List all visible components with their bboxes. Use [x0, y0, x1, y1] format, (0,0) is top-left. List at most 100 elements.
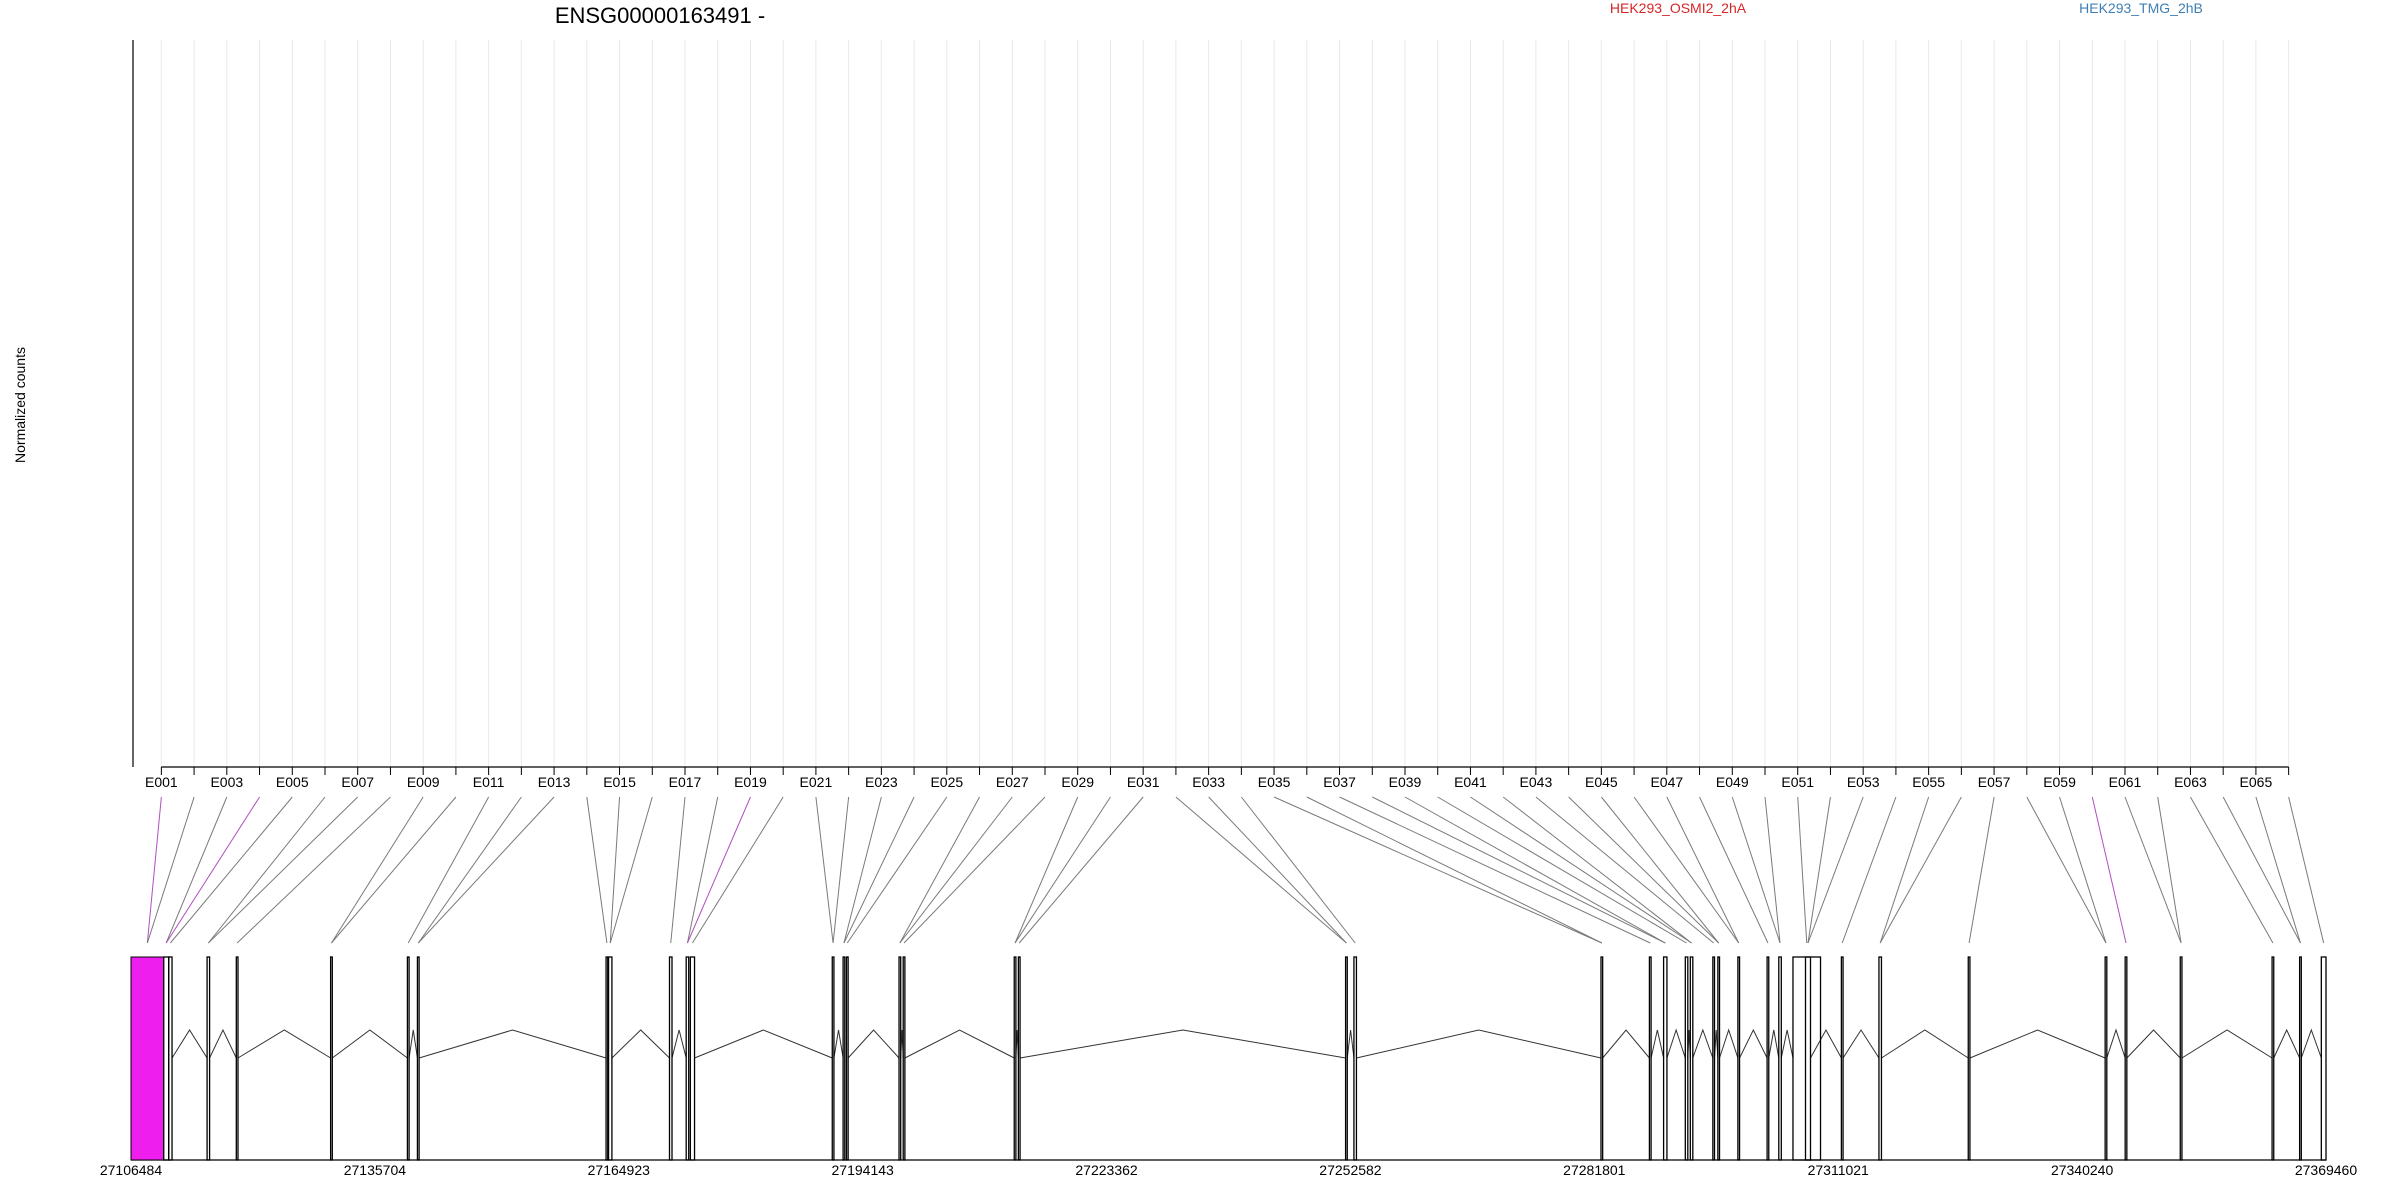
x-tick-label: E025: [930, 774, 963, 790]
exon-connector: [207, 796, 326, 944]
exon-box: [2104, 956, 2108, 1161]
exon-box: [2271, 956, 2275, 1161]
x-tick-label: E021: [800, 774, 833, 790]
x-tick-label: E043: [1520, 774, 1553, 790]
exon-connector: [1807, 796, 1864, 944]
exon-connector: [236, 796, 391, 944]
exon-connector: [1764, 796, 1781, 944]
intron-line: [2273, 1028, 2301, 1059]
x-tick-label: E039: [1389, 774, 1422, 790]
exon-connector: [1437, 796, 1687, 944]
exon-connector: [1014, 796, 1079, 944]
exon-connector: [165, 796, 260, 944]
exon-connector: [1240, 796, 1356, 944]
intron-line: [408, 1029, 418, 1059]
intron-line: [1650, 1029, 1665, 1059]
exon-box: [1662, 956, 1668, 1161]
intron-line: [1019, 1029, 1346, 1059]
exon-box: [2124, 956, 2128, 1161]
exon-connector: [2288, 796, 2325, 944]
intron-line: [1666, 1028, 1686, 1059]
exon-connector: [1339, 796, 1651, 944]
x-tick-label: E061: [2109, 774, 2142, 790]
exon-box: [163, 956, 170, 1161]
exon-connector: [331, 796, 457, 944]
exon-connector: [2091, 796, 2127, 944]
exon-connector: [1372, 796, 1666, 944]
exon-connector: [686, 796, 751, 944]
exon-connector: [1600, 796, 1720, 944]
exon-box: [416, 956, 420, 1161]
exon-connector: [609, 796, 621, 944]
x-tick-label: E053: [1847, 774, 1880, 790]
x-tick-label: E045: [1585, 774, 1618, 790]
intron-line: [1346, 1029, 1355, 1059]
intron-line: [1692, 1028, 1714, 1059]
exon-connector: [1502, 796, 1692, 944]
exon-box: [168, 956, 173, 1161]
x-tick-label: E037: [1323, 774, 1356, 790]
exon-connector: [586, 796, 608, 944]
exon-connectors: [146, 796, 2325, 944]
exon-connector: [903, 796, 1046, 944]
x-tick-label: E063: [2174, 774, 2207, 790]
x-tick-label: E065: [2240, 774, 2273, 790]
intron-line: [847, 1029, 900, 1059]
x-tick-label: E035: [1258, 774, 1291, 790]
exon-connector: [331, 796, 424, 944]
exon-box: [1778, 956, 1782, 1161]
coordinate-label: 27106484: [100, 1162, 163, 1178]
x-tick-label: E047: [1650, 774, 1683, 790]
intron-line: [2181, 1029, 2273, 1059]
x-tick-label: E049: [1716, 774, 1749, 790]
exon-box: [1353, 956, 1358, 1161]
intron-line: [1356, 1029, 1602, 1059]
exon-connector: [169, 796, 293, 944]
exon-connector: [2222, 796, 2301, 944]
exon-box: [1967, 956, 1971, 1161]
intron-line: [331, 1029, 408, 1059]
x-tick-label: E015: [603, 774, 636, 790]
coordinate-label: 27164923: [588, 1162, 651, 1178]
intron-line: [1768, 1029, 1780, 1059]
intron-line: [671, 1029, 687, 1059]
exon-connector: [2124, 796, 2182, 944]
exon-box: [1737, 956, 1741, 1161]
legend-entry-osmi2: HEK293_OSMI2_2hA: [1610, 0, 1747, 16]
intron-line: [904, 1029, 1015, 1059]
exon-connector: [670, 796, 686, 944]
x-tick-label: E017: [669, 774, 702, 790]
y-axis: 0.111.52345678910: [132, 40, 134, 767]
exon-box: [689, 956, 696, 1161]
exon-connector: [843, 796, 882, 944]
exon-box: [685, 956, 690, 1161]
exon-box: [1600, 956, 1604, 1161]
coordinate-label: 27252582: [1319, 1162, 1382, 1178]
intron-line: [171, 1029, 208, 1059]
exon-connector: [1633, 796, 1740, 944]
x-tick-label: E013: [538, 774, 571, 790]
coordinate-label: 27194143: [832, 1162, 895, 1178]
intron-line: [1810, 1028, 1842, 1059]
exon-connector: [1568, 796, 1720, 944]
intron-line: [1602, 1029, 1650, 1059]
exon-connector: [815, 796, 834, 944]
exon-box: [1344, 956, 1348, 1161]
x-tick-label: E041: [1454, 774, 1487, 790]
exon-connector: [165, 796, 228, 944]
chart-title: ENSG00000163491 -: [555, 3, 765, 28]
exon-connector: [1306, 796, 1603, 944]
exon-box: [130, 956, 165, 1161]
exon-connector: [1018, 796, 1144, 944]
exon-axis: E001 E003 E005 E007 E009 E011 E013 E015 E017 E019…: [145, 766, 2290, 790]
intron-line: [1739, 1028, 1768, 1059]
intron-line: [694, 1029, 833, 1059]
exon-box: [1792, 956, 1822, 1161]
exon-connector: [207, 796, 359, 944]
exon-connector: [146, 796, 162, 944]
exon-connector: [692, 796, 784, 944]
exon-connector: [1470, 796, 1692, 944]
exon-box: [2298, 956, 2302, 1161]
exon-connector: [832, 796, 850, 944]
exon-box: [1689, 956, 1694, 1161]
